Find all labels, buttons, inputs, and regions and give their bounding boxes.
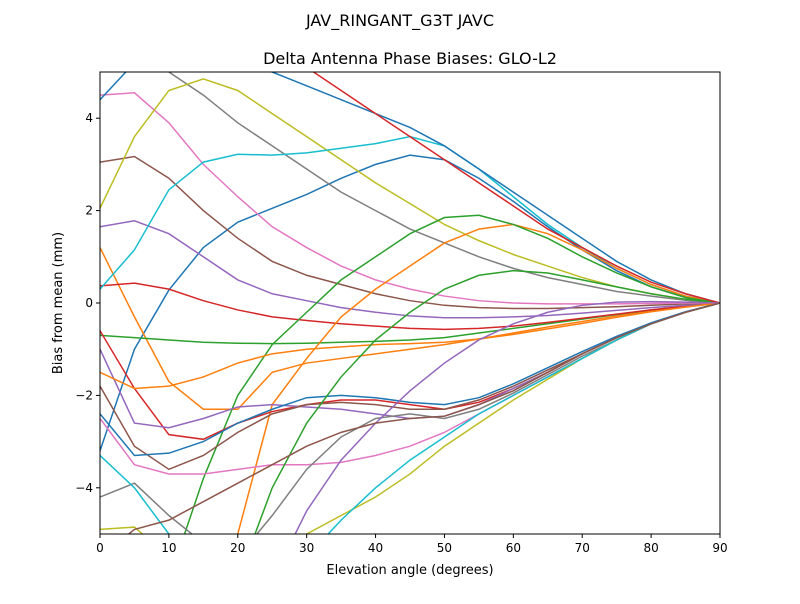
x-tick-label: 70: [575, 541, 590, 555]
series-line-1: [100, 247, 720, 411]
series-line-5: [100, 155, 720, 310]
x-tick-label: 90: [712, 541, 727, 555]
series-line-25: [127, 302, 720, 534]
series-line-0: [100, 154, 720, 452]
y-axis: −4 −2 0 2 4: [75, 111, 100, 495]
y-tick-label: −2: [75, 388, 93, 402]
series-line-9: [100, 135, 720, 304]
x-tick-label: 80: [643, 541, 658, 555]
series-line-21: [100, 302, 720, 390]
series-line-8: [100, 78, 720, 304]
plot-frame: [99, 71, 721, 535]
x-axis: 0 10 20 30 40 50 60 70 80 90: [96, 534, 728, 555]
chart-title: Delta Antenna Phase Biases: GLO-L2: [263, 49, 557, 68]
x-tick-label: 20: [230, 541, 245, 555]
series-line-23: [312, 72, 720, 304]
series-line-20: [100, 302, 720, 457]
series-line-22: [254, 269, 720, 534]
y-tick-label: −4: [75, 481, 93, 495]
x-axis-label: Elevation angle (degrees): [326, 563, 493, 578]
series-line-7: [167, 72, 720, 304]
series-line-24: [294, 300, 720, 534]
series-line-4: [100, 219, 720, 319]
series-lines: [100, 72, 720, 534]
y-tick-label: 2: [85, 204, 93, 218]
series-line-11: [236, 223, 720, 534]
series-line-10: [100, 72, 720, 304]
y-tick-label: 0: [85, 296, 93, 310]
series-line-6: [100, 92, 720, 305]
series-line-3: [100, 282, 720, 331]
x-tick-label: 0: [96, 541, 104, 555]
chart-suptitle: JAV_RINGANT_G3T JAVC: [305, 11, 494, 31]
x-tick-label: 50: [437, 541, 452, 555]
y-axis-label: Bias from mean (mm): [51, 232, 66, 374]
x-tick-label: 10: [161, 541, 176, 555]
series-line-18: [100, 302, 720, 534]
y-tick-label: 4: [85, 111, 93, 125]
x-tick-label: 60: [506, 541, 521, 555]
x-tick-label: 40: [368, 541, 383, 555]
series-line-12: [183, 214, 720, 534]
x-tick-label: 30: [299, 541, 314, 555]
series-line-19: [100, 302, 720, 534]
